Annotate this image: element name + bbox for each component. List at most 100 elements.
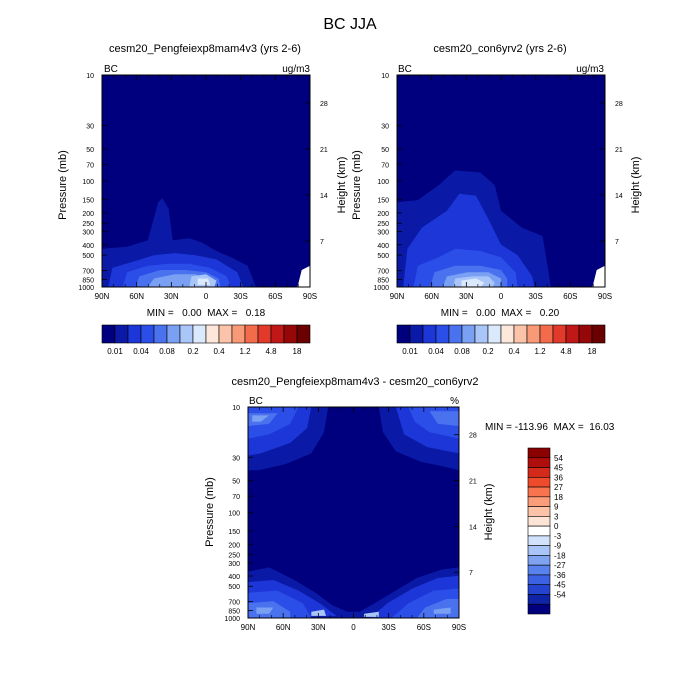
colorbar-label: -45 [554,581,566,590]
colorbar-swatch [513,324,528,344]
y-axis-label: Pressure (mb) [57,150,69,220]
y-tick-label: 70 [86,163,94,170]
colorbar-swatch [114,324,129,344]
y-axis-height: 28 21 14 7 [454,433,477,577]
colorbar-label: 54 [554,454,563,463]
x-tick-label: 60S [417,623,431,632]
x-tick-label: 30N [164,292,179,301]
colorbar-swatch [396,324,411,344]
colorbar-swatch [527,486,551,498]
panel-bc-experiment: cesm20_Pengfeiexp8mam4v3 (yrs 2-6) BC ug… [57,43,348,356]
colorbar-label: 0.01 [402,347,418,356]
colorbar-label: 18 [554,493,563,502]
x-tick-label: 30N [459,292,474,301]
y-tick-label: 200 [82,211,94,218]
x-tick-label: 60N [276,623,291,632]
corner-label-variable: BC [398,64,412,75]
colorbar-labels: 0.01 0.04 0.08 0.2 0.4 1.2 4.8 18 [107,347,302,356]
x-tick-label: 30S [529,292,543,301]
colorbar-swatch [527,535,551,546]
colorbar-label: -27 [554,561,566,570]
colorbar-swatch [448,324,463,344]
plot-area-control [396,74,606,288]
y-tick-label: 500 [228,584,240,591]
contour-band-7 [297,265,310,287]
colorbar-swatch [192,324,207,344]
colorbar-swatch [527,447,551,459]
colorbar-label: -18 [554,551,566,560]
colorbar-label: 0.08 [159,347,175,356]
colorbar-swatch [527,555,551,566]
colorbar-swatch [205,324,220,344]
colorbar-swatch [166,324,181,344]
colorbar-label: -36 [554,571,566,580]
y-axis-right-label: Height (km) [630,157,642,214]
colorbar-label: 0.4 [213,347,225,356]
x-tick-label: 90N [241,623,256,632]
x-tick-label: 0 [351,623,356,632]
colorbar-swatch [565,324,580,344]
colorbar-labels: 0.01 0.04 0.08 0.2 0.4 1.2 4.8 18 [402,347,597,356]
y-axis-label: Pressure (mb) [351,150,363,220]
min-max-readout: MIN = 0.00 MAX = 0.18 [147,308,266,319]
y-right-tick-label: 28 [615,101,623,108]
y-right-tick-label: 14 [615,193,623,200]
colorbar-label: 45 [554,464,563,473]
colorbar-swatch [474,324,489,344]
colorbar-label: 3 [554,512,559,521]
colorbar-horizontal [101,324,311,344]
y-tick-label: 150 [377,198,389,205]
y-right-tick-label: 21 [469,479,477,486]
colorbar-swatch [461,324,476,344]
x-axis-latitude: 90N 60N 30N 0 30S 60S 90S [241,407,466,632]
y-tick-label: 150 [82,198,94,205]
y-tick-label: 10 [232,405,240,412]
y-tick-label: 700 [82,269,94,276]
colorbar-swatch [283,324,298,344]
y-tick-label: 100 [228,511,240,518]
y-tick-label: 1000 [78,285,94,292]
colorbar-swatch [526,324,541,344]
x-tick-label: 90S [598,292,612,301]
colorbar-swatch [296,324,311,344]
corner-label-variable: BC [249,396,263,407]
panel-title: cesm20_Pengfeiexp8mam4v3 - cesm20_con6yr… [231,376,478,388]
y-tick-label: 70 [381,163,389,170]
y-right-tick-label: 21 [320,147,328,154]
colorbar-swatch [101,324,116,344]
y-tick-label: 300 [228,561,240,568]
y-tick-label: 250 [377,221,389,228]
colorbar-label: 9 [554,503,559,512]
colorbar-swatch [435,324,450,344]
contour-band-6 [461,278,485,287]
colorbar-swatch [179,324,194,344]
colorbar-swatch [527,496,551,507]
colorbar-swatch [153,324,168,344]
colorbar-swatch [409,324,424,344]
panel-bc-control: cesm20_con6yrv2 (yrs 2-6) BC ug/m3 10 30 5… [351,43,642,356]
y-tick-label: 850 [82,278,94,285]
colorbar-label: 0.04 [133,347,149,356]
corner-label-units: ug/m3 [576,64,604,75]
y-tick-label: 400 [377,243,389,250]
colorbar-swatch [527,603,551,615]
colorbar-swatch [500,324,515,344]
colorbar-swatch [527,457,551,468]
corner-label-variable: BC [104,64,118,75]
y-right-tick-label: 28 [320,101,328,108]
x-axis-latitude: 90N 60N 30N 0 30S 60S 90S [390,75,612,301]
y-right-tick-label: 14 [320,193,328,200]
colorbar-label: 18 [588,347,597,356]
colorbar-swatch [527,584,551,595]
corner-label-units: ug/m3 [282,64,310,75]
colorbar-label: 4.8 [265,347,277,356]
y-right-tick-label: 7 [320,239,324,246]
colorbar-swatch [231,324,246,344]
x-tick-label: 60S [268,292,282,301]
y-tick-label: 100 [82,179,94,186]
